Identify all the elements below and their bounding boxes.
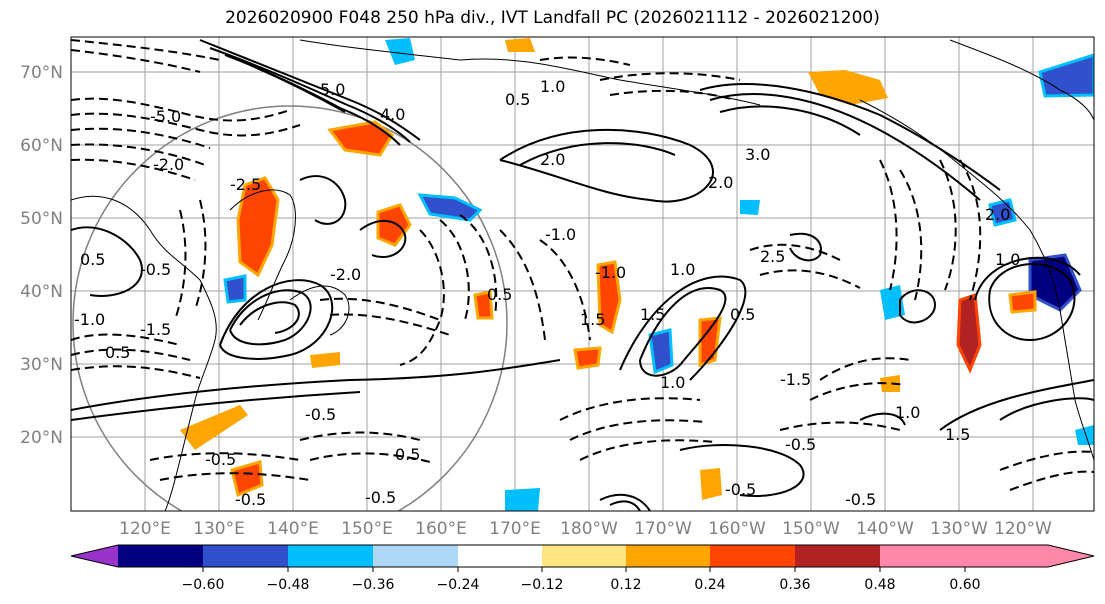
- contour-label: -2.0: [153, 155, 184, 174]
- lat-label: 60°N: [20, 136, 63, 156]
- lat-label: 30°N: [20, 355, 63, 375]
- lon-label: 180°W: [560, 519, 618, 539]
- colorbar-segment: [373, 545, 458, 567]
- colorbar-segment: [288, 545, 373, 567]
- contour-label: 0.5: [730, 305, 755, 324]
- contour-label: 1.0: [995, 250, 1020, 269]
- lon-label: 120°W: [994, 519, 1052, 539]
- colorbar-segment: [203, 545, 288, 567]
- lat-label: 70°N: [20, 63, 63, 83]
- lon-label: 140°E: [267, 519, 319, 539]
- contour-label: 0.5: [80, 250, 105, 269]
- landfall-circle: [72, 105, 508, 511]
- colorbar-extend-max: [965, 545, 1094, 567]
- contour-label: -0.5: [845, 490, 876, 509]
- colorbar-tick-label: −0.60: [182, 577, 225, 593]
- lon-label: 160°W: [708, 519, 766, 539]
- colorbar-tick-label: −0.24: [437, 577, 480, 593]
- lon-label: 160°E: [415, 519, 467, 539]
- colorbar-tickmarks: [202, 567, 966, 572]
- map-area: [71, 37, 1094, 511]
- contour-label: -5.0: [150, 107, 181, 126]
- lon-label: 130°W: [930, 519, 988, 539]
- colorbar-tick-label: 0.24: [694, 577, 725, 593]
- colorbar-outline: [70, 544, 1095, 568]
- colorbar-segment: [458, 545, 542, 567]
- contour-label: 0.5: [395, 445, 420, 464]
- lat-label: 40°N: [20, 282, 63, 302]
- contour-label: 0.5: [105, 343, 130, 362]
- divergence-shading: [180, 38, 1094, 511]
- map-border: [70, 36, 1095, 512]
- contour-label: -0.5: [235, 490, 266, 509]
- contour-label: -1.5: [780, 370, 811, 389]
- contour-label: -1.0: [74, 310, 105, 329]
- contour-label: -0.5: [140, 260, 171, 279]
- contour-label: 1.0: [540, 77, 565, 96]
- lon-label: 170°E: [489, 519, 541, 539]
- latitude-labels: 70°N 60°N 50°N 40°N 30°N 20°N: [20, 63, 63, 448]
- contour-label: -1.0: [595, 263, 626, 282]
- contour-label: 1.0: [670, 260, 695, 279]
- contour-label: -0.5: [305, 405, 336, 424]
- lon-label: 150°W: [782, 519, 840, 539]
- contour-label: 1.5: [945, 425, 970, 444]
- lon-label: 130°E: [193, 519, 245, 539]
- contour-label: -0.5: [785, 435, 816, 454]
- colorbar-tick-label: 0.36: [779, 577, 810, 593]
- contour-label: 3.0: [745, 145, 770, 164]
- contour-label: 4.0: [380, 105, 405, 124]
- colorbar-segment: [795, 545, 880, 567]
- colorbar-tick-label: 0.60: [949, 577, 980, 593]
- contour-label: -0.5: [365, 488, 396, 507]
- contour-labels: 5.0 4.0 2.0 1.5 2.5 3.0 1.0 0.5 -5.0 -2.…: [74, 77, 1020, 509]
- lat-label: 20°N: [20, 428, 63, 448]
- colorbar-segment: [626, 545, 710, 567]
- longitude-labels: 120°E 130°E 140°E 150°E 160°E 170°E 180°…: [119, 519, 1052, 539]
- colorbar-segment: [542, 545, 626, 567]
- colorbar-segment: [710, 545, 795, 567]
- contour-label: 1.5: [580, 310, 605, 329]
- contour-label: 2.5: [760, 247, 785, 266]
- contour-label: -1.5: [140, 320, 171, 339]
- colorbar-tick-label: −0.48: [267, 577, 310, 593]
- map-content: [71, 37, 1094, 511]
- colorbar-tick-label: −0.12: [521, 577, 564, 593]
- contour-label: 2.0: [540, 150, 565, 169]
- coastlines: [71, 39, 1094, 511]
- contour-label: -2.5: [230, 175, 261, 194]
- lon-label: 140°W: [856, 519, 914, 539]
- colorbar-tick-label: −0.36: [352, 577, 395, 593]
- contour-label: 1.0: [895, 403, 920, 422]
- colorbar-segment: [118, 545, 203, 567]
- lat-label: 50°N: [20, 209, 63, 229]
- positive-contours: [71, 39, 1094, 511]
- lon-label: 150°E: [341, 519, 393, 539]
- colorbar-tick-label: 0.12: [610, 577, 641, 593]
- contour-label: -2.0: [330, 265, 361, 284]
- chart-title: 2026020900 F048 250 hPa div., IVT Landfa…: [225, 8, 880, 28]
- contour-label: 2.0: [708, 173, 733, 192]
- contour-label: 0.5: [505, 90, 530, 109]
- colorbar: −0.60 −0.48 −0.36 −0.24 −0.12 0.12 0.24 …: [70, 544, 1095, 593]
- contour-label: 5.0: [320, 80, 345, 99]
- colorbar-extend-min: [71, 545, 118, 567]
- colorbar-segment: [880, 545, 965, 567]
- contour-label: -0.5: [725, 480, 756, 499]
- contour-label: 2.0: [985, 205, 1010, 224]
- contour-label: 1.5: [640, 305, 665, 324]
- lon-label: 170°W: [634, 519, 692, 539]
- colorbar-tick-label: 0.48: [864, 577, 895, 593]
- contour-label: -0.5: [205, 450, 236, 469]
- lon-label: 120°E: [119, 519, 171, 539]
- contour-label: 1.0: [660, 373, 685, 392]
- contour-label: 0.5: [487, 285, 512, 304]
- contour-label: -1.0: [545, 225, 576, 244]
